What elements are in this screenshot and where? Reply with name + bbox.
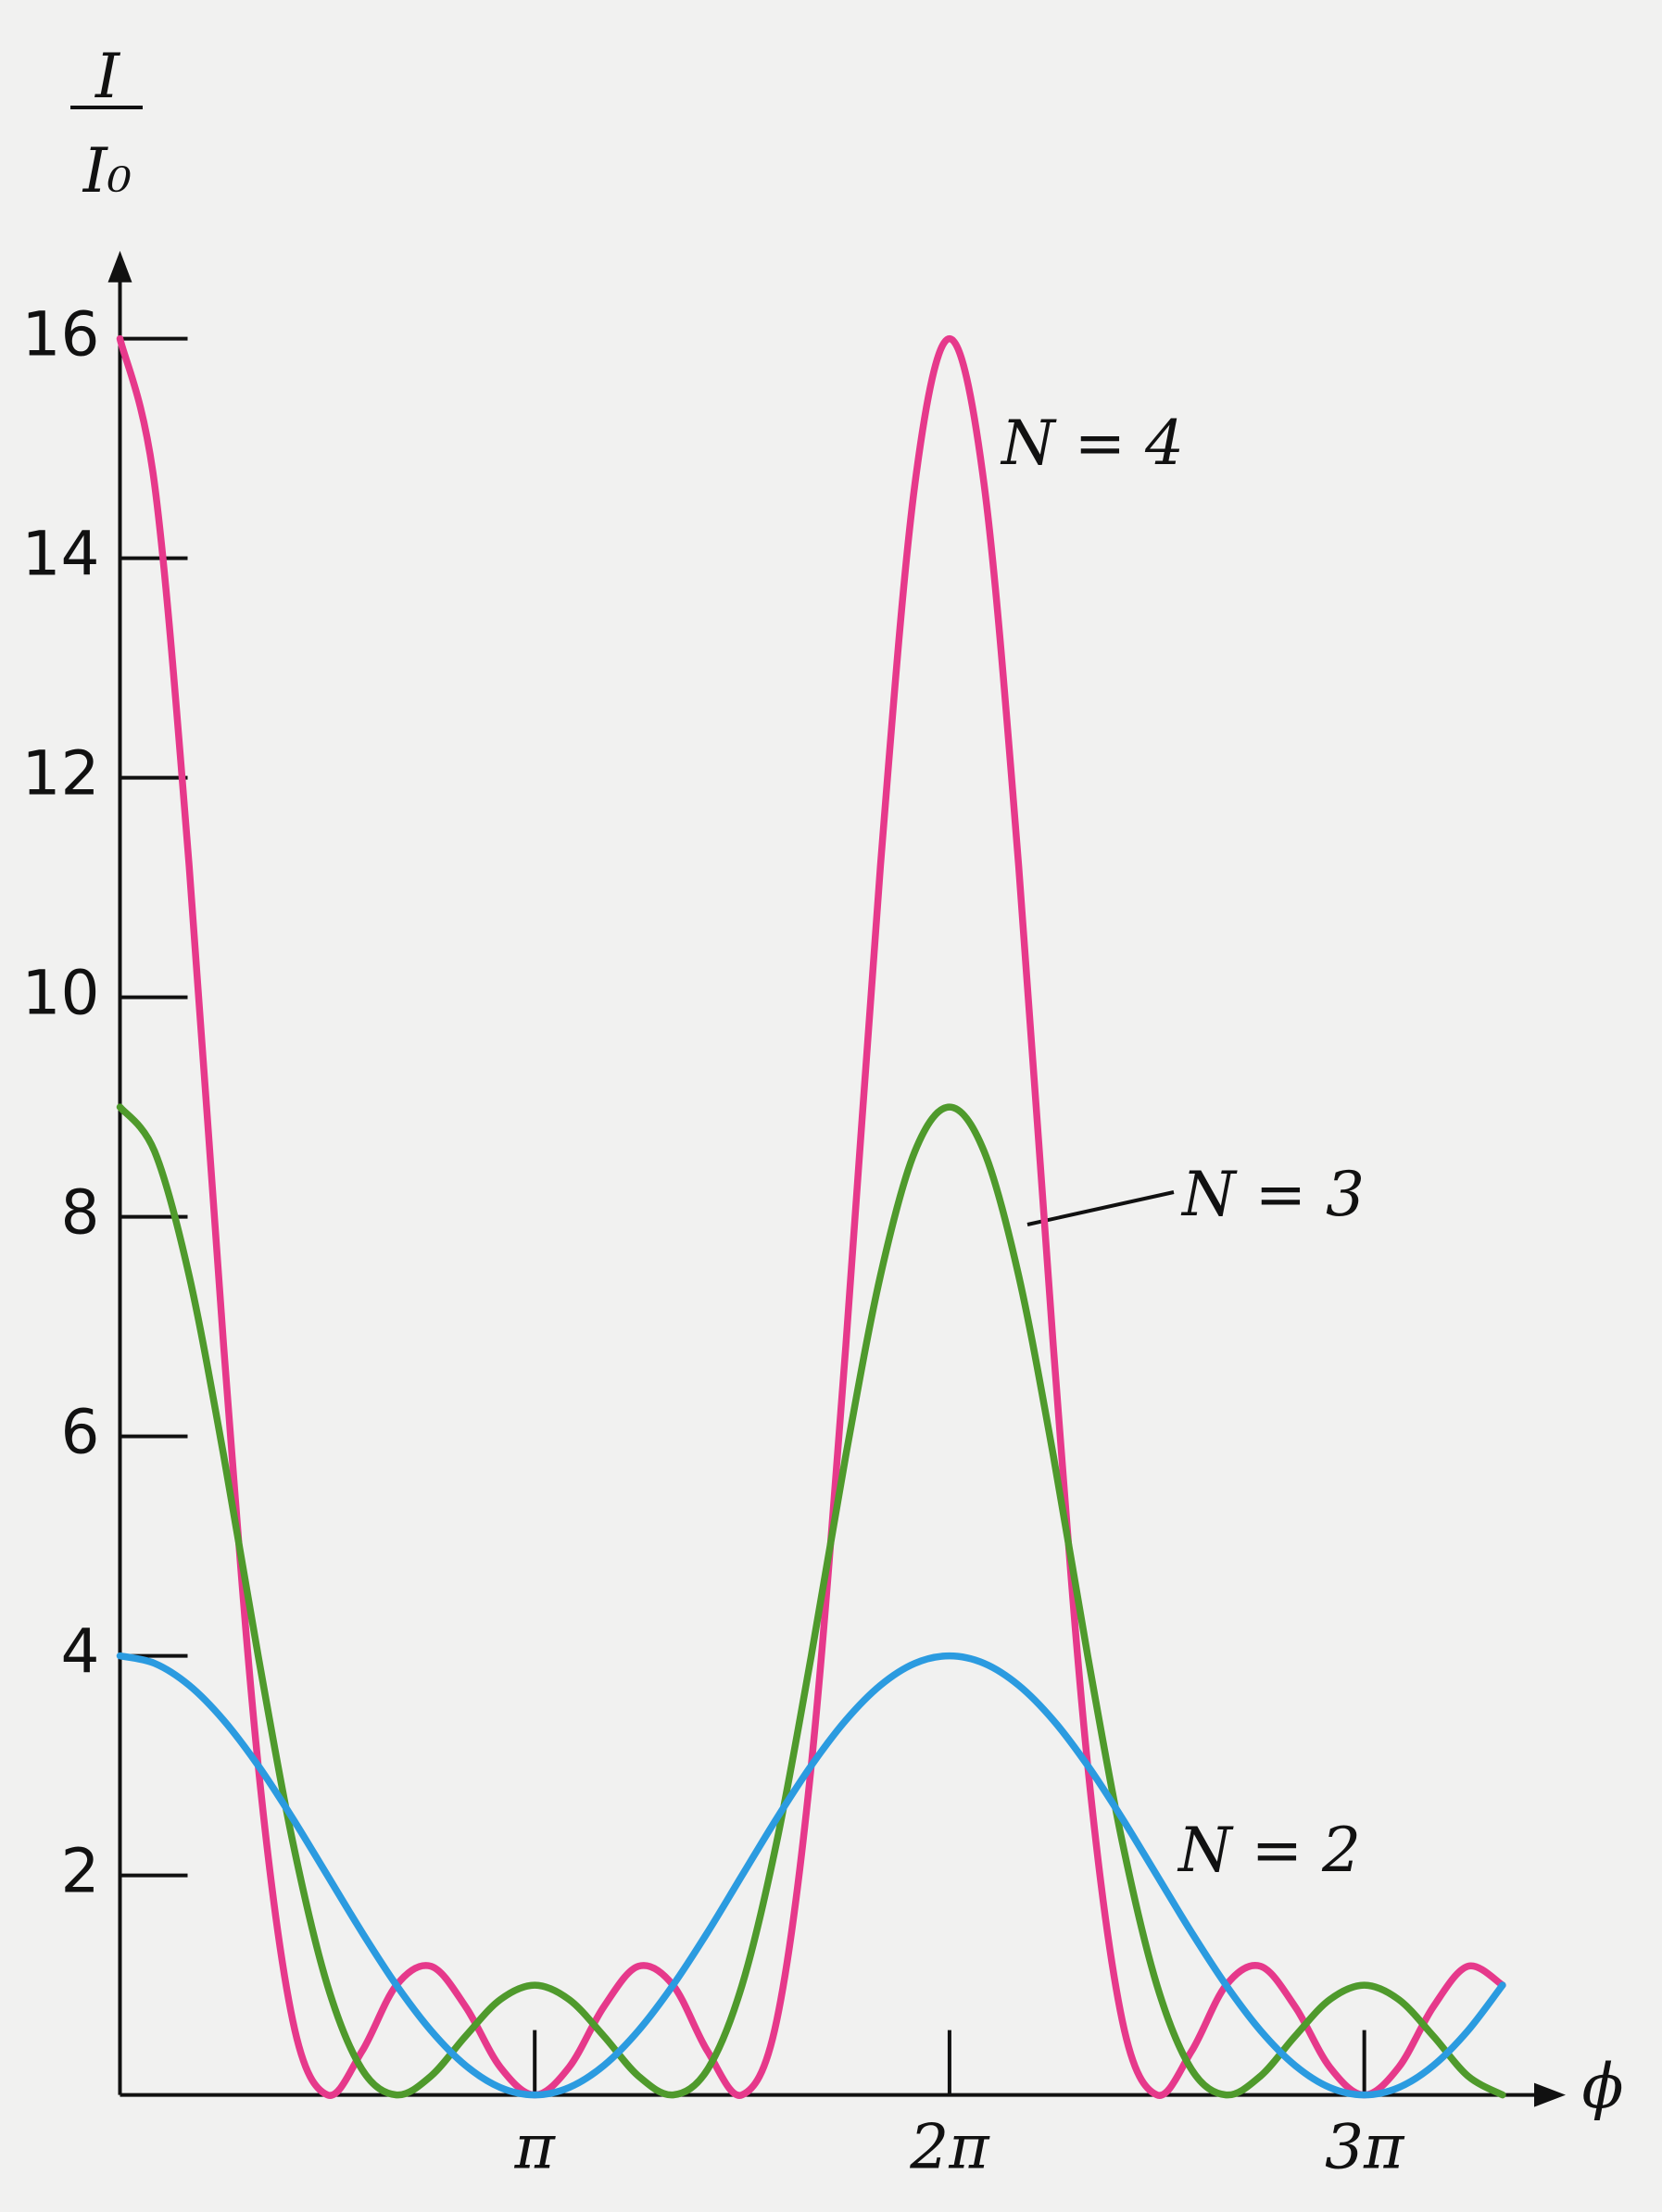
series-label: N = 2 (1177, 1815, 1361, 1886)
y-label-denominator: I₀ (82, 135, 132, 207)
y-label-numerator: I (94, 41, 121, 112)
series-line (116, 1103, 1506, 2099)
y-tick-label: 16 (22, 299, 100, 371)
y-tick-label: 14 (22, 519, 100, 590)
y-axis-arrow (107, 250, 132, 283)
x-axis-arrow (1534, 2082, 1566, 2107)
series-label: N = 4 (1000, 408, 1184, 479)
series-line (116, 334, 1506, 2099)
y-tick-label: 12 (22, 738, 100, 810)
series-line (116, 1652, 1506, 2099)
y-tick-label: 4 (61, 1616, 100, 1688)
x-tick-label: 3π (1325, 2112, 1405, 2183)
x-tick-label: π (514, 2112, 557, 2183)
y-tick-label: 10 (22, 958, 100, 1029)
x-label: ϕ (1582, 2051, 1624, 2122)
x-tick-label: 2π (909, 2112, 990, 2183)
y-tick-label: 2 (61, 1836, 100, 1907)
series-label: N = 3 (1180, 1159, 1365, 1230)
y-tick-label: 8 (61, 1177, 100, 1249)
y-tick-label: 6 (61, 1397, 100, 1468)
leader-line (1026, 1190, 1175, 1226)
